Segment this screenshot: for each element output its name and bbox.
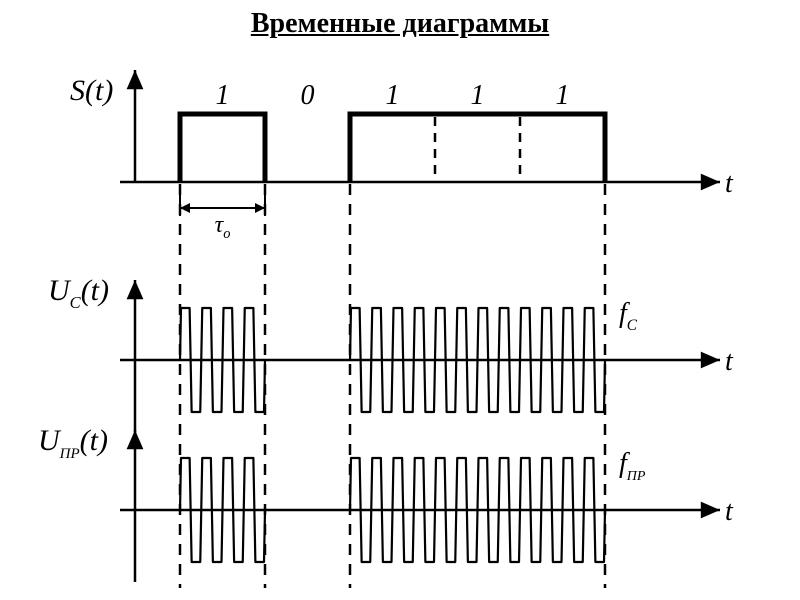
diagram-svg: S(t) t 1 0 1 1 1 τo t UC(t) fC t UПР(t) fПР <box>30 50 770 590</box>
svg-text:1: 1 <box>471 80 485 111</box>
svg-text:S(t): S(t) <box>70 74 113 107</box>
svg-text:t: t <box>725 496 734 527</box>
svg-text:fC: fC <box>619 298 638 334</box>
svg-text:fПР: fПР <box>619 448 646 484</box>
page-title: Временные диаграммы <box>0 0 800 40</box>
svg-text:1: 1 <box>216 80 230 111</box>
timing-diagram: S(t) t 1 0 1 1 1 τo t UC(t) fC t UПР(t) fПР <box>30 50 770 590</box>
svg-text:τo: τo <box>215 212 231 242</box>
svg-text:t: t <box>725 168 734 199</box>
svg-text:UC(t): UC(t) <box>48 274 109 312</box>
svg-text:t: t <box>725 346 734 377</box>
svg-text:UПР(t): UПР(t) <box>38 424 108 462</box>
svg-text:0: 0 <box>301 80 315 111</box>
svg-text:1: 1 <box>386 80 400 111</box>
svg-text:1: 1 <box>556 80 570 111</box>
